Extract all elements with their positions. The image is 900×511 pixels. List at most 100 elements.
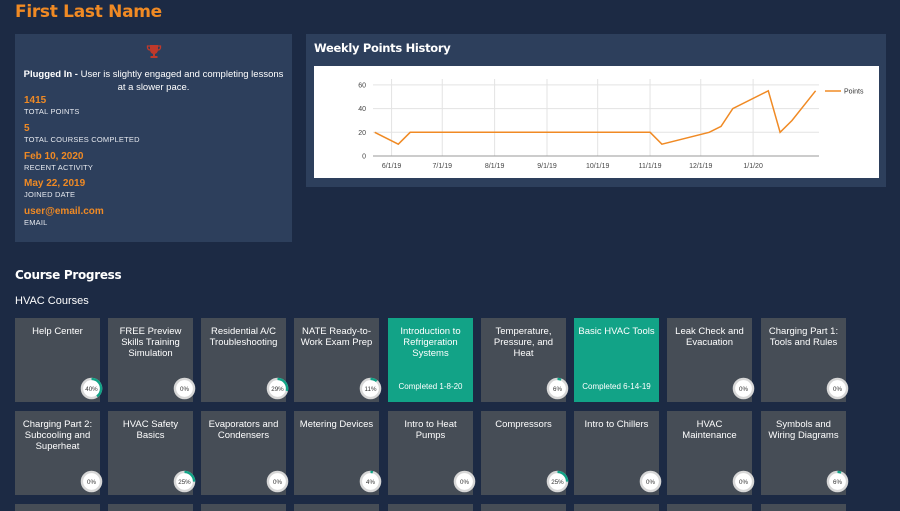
course-tile-partial[interactable] [761, 504, 846, 511]
progress-ring-fill [173, 470, 196, 493]
progress-percent: 40% [85, 386, 98, 393]
course-name: NATE Ready-to-Work Exam Prep [300, 326, 373, 348]
course-tile[interactable]: NATE Ready-to-Work Exam Prep 11% [294, 318, 382, 402]
course-name: Intro to Chillers [584, 419, 649, 430]
stat-value: 1415 [24, 95, 47, 106]
progress-ring: 0% [732, 377, 755, 400]
course-name: FREE Preview Skills Training Simulation [119, 326, 182, 359]
stat-label: TOTAL COURSES COMPLETED [24, 135, 140, 144]
progress-percent: 0% [460, 479, 469, 486]
course-tile[interactable]: Residential A/C Troubleshooting 29% [201, 318, 289, 402]
legend-label: Points [844, 89, 864, 96]
x-tick-label: 6/1/19 [382, 163, 402, 170]
progress-percent: 0% [646, 479, 655, 486]
progress-ring: 0% [173, 377, 196, 400]
course-tile[interactable]: Charging Part 1: Tools and Rules 0% [761, 318, 849, 402]
chart-title: Weekly Points History [314, 41, 451, 55]
x-tick-label: 7/1/19 [433, 163, 453, 170]
course-tile[interactable]: FREE Preview Skills Training Simulation 0… [108, 318, 196, 402]
course-tile-partial[interactable] [388, 504, 473, 511]
chart-area: 6/1/19 7/1/19 8/1/19 9/1/19 10/1/19 11/1/19 12… [314, 66, 879, 178]
course-tile[interactable]: Basic HVAC Tools Completed 6-14-19 [574, 318, 659, 402]
progress-percent: 4% [366, 479, 375, 486]
course-name: Evaporators and Condensers [208, 419, 279, 441]
course-tile[interactable]: Intro to Chillers 0% [574, 411, 662, 495]
course-name: HVAC Maintenance [682, 419, 737, 441]
status-label: Plugged In - [23, 69, 78, 80]
course-tile-partial[interactable] [294, 504, 379, 511]
weekly-points-card: Weekly Points History 6/1/19 7/1/19 8/1/19… [306, 34, 886, 187]
course-name: Symbols and Wiring Diagrams [768, 419, 839, 441]
course-name: Residential A/C Troubleshooting [209, 326, 278, 348]
progress-percent: 0% [739, 479, 748, 486]
course-name: Introduction to Refrigeration Systems [400, 326, 461, 359]
progress-percent: 6% [833, 479, 842, 486]
stat-joined-date: May 22, 2019 JOINED DATE [24, 178, 85, 200]
stat-email: user@email.com EMAIL [24, 206, 104, 228]
y-tick-label: 40 [358, 106, 366, 113]
progress-percent: 25% [551, 479, 564, 486]
progress-ring: 0% [266, 470, 289, 493]
progress-percent: 0% [180, 386, 189, 393]
x-tick-label: 12/1/19 [689, 163, 712, 170]
stat-recent-activity: Feb 10, 2020 RECENT ACTIVITY [24, 151, 93, 173]
x-tick-label: 8/1/19 [485, 163, 505, 170]
course-progress-title: Course Progress [15, 268, 122, 282]
points-line-chart: 6/1/19 7/1/19 8/1/19 9/1/19 10/1/19 11/1/19 12… [358, 79, 864, 170]
course-name: Help Center [32, 326, 83, 337]
stat-courses-completed: 5 TOTAL COURSES COMPLETED [24, 123, 140, 145]
course-name: HVAC Safety Basics [122, 419, 179, 441]
course-tile[interactable]: Evaporators and Condensers 0% [201, 411, 289, 495]
course-tile[interactable]: Temperature, Pressure, and Heat 6% [481, 318, 569, 402]
progress-ring: 6% [826, 470, 849, 493]
course-tile[interactable]: Help Center 40% [15, 318, 103, 402]
progress-ring-fill [546, 377, 569, 400]
stat-label: JOINED DATE [24, 190, 76, 199]
y-tick-label: 0 [362, 154, 366, 161]
progress-ring-fill [80, 377, 103, 400]
course-name: Intro to Heat Pumps [404, 419, 457, 441]
course-tile[interactable]: Intro to Heat Pumps 0% [388, 411, 476, 495]
course-tile-partial[interactable] [667, 504, 752, 511]
course-name: Leak Check and Evacuation [675, 326, 744, 348]
progress-ring-fill [359, 377, 382, 400]
course-tile-partial[interactable] [201, 504, 286, 511]
stat-label: EMAIL [24, 218, 48, 227]
course-tile[interactable]: Compressors 25% [481, 411, 569, 495]
course-tile-partial[interactable] [108, 504, 193, 511]
progress-ring: 6% [546, 377, 569, 400]
course-tile-partial[interactable] [481, 504, 566, 511]
stat-value: May 22, 2019 [24, 178, 86, 189]
progress-ring: 0% [453, 470, 476, 493]
course-tile[interactable]: HVAC Safety Basics 25% [108, 411, 196, 495]
course-tile[interactable]: HVAC Maintenance 0% [667, 411, 755, 495]
course-tile-partial[interactable] [15, 504, 100, 511]
progress-ring: 0% [80, 470, 103, 493]
progress-ring-fill [266, 377, 289, 400]
course-name: Charging Part 1: Tools and Rules [768, 326, 839, 348]
progress-ring: 25% [546, 470, 569, 493]
progress-ring-fill [359, 470, 382, 493]
x-tick-label: 1/1/20 [743, 163, 763, 170]
course-tile[interactable]: Symbols and Wiring Diagrams 6% [761, 411, 849, 495]
x-tick-label: 9/1/19 [537, 163, 557, 170]
course-tile[interactable]: Charging Part 2: Subcooling and Superhea… [15, 411, 103, 495]
stat-label: TOTAL POINTS [24, 107, 80, 116]
course-tile[interactable]: Metering Devices 4% [294, 411, 382, 495]
progress-percent: 11% [365, 386, 377, 393]
course-tile-partial[interactable] [574, 504, 659, 511]
progress-percent: 0% [739, 386, 748, 393]
engagement-status: Plugged In - User is slightly engaged an… [23, 68, 284, 94]
course-name: Basic HVAC Tools [578, 326, 655, 337]
course-tile[interactable]: Leak Check and Evacuation 0% [667, 318, 755, 402]
course-group-title: HVAC Courses [15, 295, 89, 307]
progress-ring: 0% [639, 470, 662, 493]
progress-percent: 25% [178, 479, 191, 486]
progress-ring: 25% [173, 470, 196, 493]
stat-value[interactable]: user@email.com [24, 206, 104, 217]
stat-value: Feb 10, 2020 [24, 151, 84, 162]
course-name: Compressors [495, 419, 552, 430]
course-tile[interactable]: Introduction to Refrigeration Systems Com… [388, 318, 473, 402]
progress-percent: 29% [271, 386, 284, 393]
stat-value: 5 [24, 123, 30, 134]
